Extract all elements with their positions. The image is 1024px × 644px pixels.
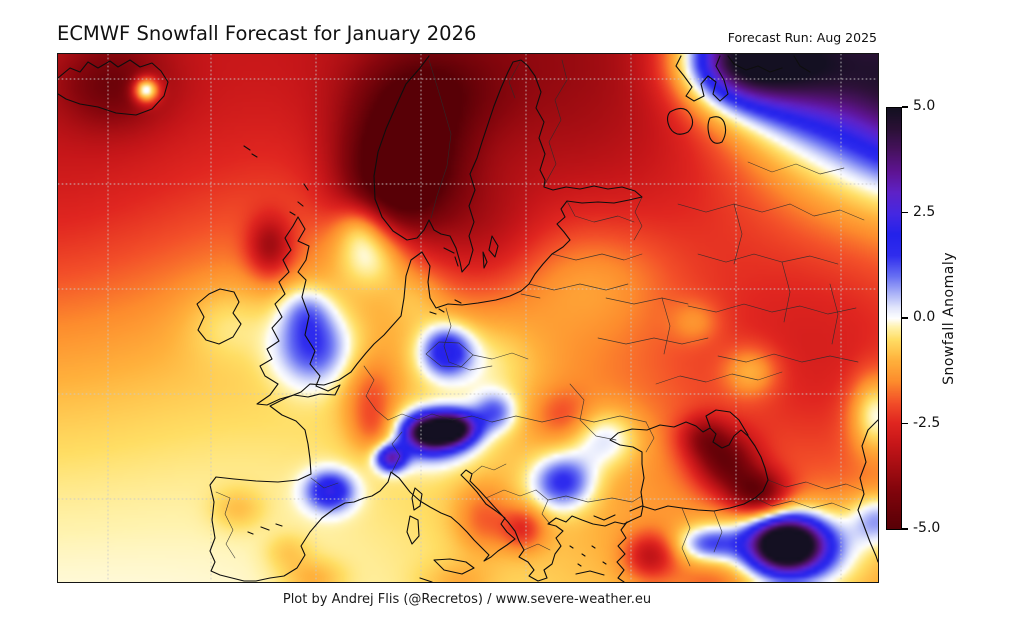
coastline — [593, 514, 616, 521]
colorbar-tick-label: 5.0 — [913, 98, 936, 114]
coastline — [58, 59, 169, 116]
coastline — [675, 55, 811, 102]
country-border — [431, 413, 493, 423]
country-border — [428, 59, 452, 219]
page-title: ECMWF Snowfall Forecast for January 2026 — [57, 22, 477, 45]
country-border — [789, 203, 865, 221]
country-border — [472, 352, 529, 360]
coastline — [443, 107, 727, 267]
country-border — [569, 383, 617, 441]
coastline — [196, 288, 242, 345]
colorbar-tick-label: -5.0 — [913, 520, 941, 536]
coastline — [857, 419, 878, 563]
country-border — [697, 253, 839, 265]
country-border — [661, 297, 671, 355]
colorbar-gradient — [886, 107, 902, 530]
country-border — [781, 261, 791, 323]
colorbar-tick — [902, 211, 908, 214]
country-border — [717, 353, 859, 363]
country-border — [767, 479, 865, 492]
country-border — [528, 283, 629, 291]
country-border — [713, 510, 723, 553]
country-border — [829, 283, 839, 345]
country-border — [471, 463, 507, 475]
country-border — [597, 337, 709, 345]
country-border — [687, 303, 857, 315]
country-border — [733, 203, 743, 265]
country-border — [551, 253, 643, 261]
country-border — [655, 371, 783, 385]
colorbar: 5.0 2.5 0.0 -2.5 -5.0 — [886, 98, 940, 536]
coastline — [243, 145, 607, 582]
footer-credit: Plot by Andrej Flis (@Recretos) / www.se… — [282, 592, 652, 607]
country-border — [681, 507, 691, 567]
country-border — [547, 495, 643, 503]
coastline — [616, 521, 628, 582]
country-border — [633, 196, 643, 241]
country-border — [387, 413, 433, 421]
map-overlay — [58, 54, 878, 582]
snowfall-anomaly-field-canvas — [58, 54, 878, 582]
map-frame — [57, 53, 879, 583]
coastline — [209, 55, 769, 582]
country-border — [448, 361, 493, 371]
country-border — [310, 477, 339, 489]
colorbar-tick-label: 0.0 — [913, 309, 936, 325]
colorbar-tick — [902, 422, 908, 425]
country-border — [215, 491, 236, 559]
colorbar-tick-label: 2.5 — [913, 203, 936, 220]
country-border — [485, 489, 537, 499]
colorbar-tick — [902, 317, 908, 319]
country-border — [747, 161, 845, 175]
country-border — [425, 341, 474, 368]
country-border — [363, 365, 389, 421]
country-border — [523, 543, 551, 551]
country-border — [520, 293, 541, 299]
country-border — [491, 415, 647, 423]
country-border — [566, 200, 635, 223]
country-border — [605, 297, 689, 305]
colorbar-tick — [902, 106, 908, 108]
colorbar-axis-label: Snowfall Anomaly — [941, 252, 957, 385]
colorbar-tick-label: -2.5 — [913, 414, 941, 431]
country-border — [544, 59, 568, 185]
country-border — [645, 421, 655, 453]
colorbar-tick — [902, 528, 908, 530]
country-border — [535, 489, 551, 525]
coastline — [256, 216, 341, 406]
country-border — [754, 497, 851, 511]
country-border — [391, 431, 403, 473]
country-border — [443, 307, 452, 363]
coastline — [705, 409, 749, 436]
country-border — [508, 61, 521, 99]
forecast-run-label: Forecast Run: Aug 2025 — [727, 30, 877, 45]
